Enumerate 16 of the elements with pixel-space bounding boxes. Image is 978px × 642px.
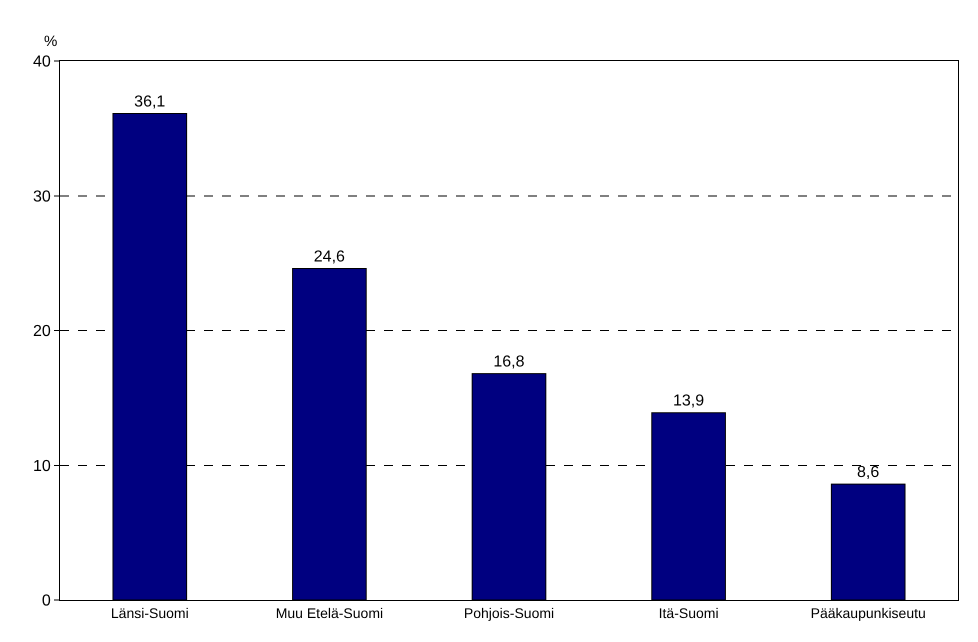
y-tick-label: 0 bbox=[42, 592, 51, 610]
x-tick-label: Pääkaupunkiseutu bbox=[810, 604, 926, 621]
data-label: 24,6 bbox=[314, 248, 346, 266]
y-tick-label: 20 bbox=[33, 323, 51, 340]
x-tick-label: Muu Etelä-Suomi bbox=[276, 604, 384, 621]
y-axis-title: % bbox=[44, 33, 58, 50]
x-tick-label: Pohjois-Suomi bbox=[464, 604, 554, 621]
y-tick-label: 30 bbox=[33, 188, 51, 206]
y-tick-label: 10 bbox=[33, 458, 51, 475]
data-label: 8,6 bbox=[857, 464, 880, 482]
data-label: 13,9 bbox=[672, 392, 704, 410]
data-label: 16,8 bbox=[493, 354, 525, 371]
data-label: 36,1 bbox=[134, 94, 166, 111]
y-tick-label: 40 bbox=[33, 54, 51, 71]
x-tick-label: Itä-Suomi bbox=[658, 604, 719, 621]
x-tick-label: Länsi-Suomi bbox=[110, 604, 189, 621]
